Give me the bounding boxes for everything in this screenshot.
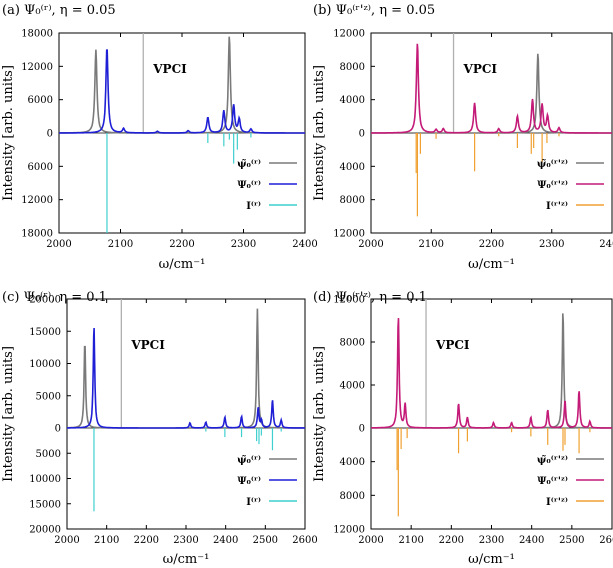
y-tick-label: 12000 [333, 229, 365, 240]
x-axis-label: ω/cm⁻¹ [159, 257, 206, 272]
y-tick-label: 4000 [340, 457, 365, 468]
x-tick-label: 2400 [213, 535, 238, 546]
panel-b: (b) Ψ₀⁽ʳ'ᶻ⁾, η = 0.05 VPCI 2000 2100 2200 230… [312, 3, 613, 272]
y-tick-label: 4000 [340, 162, 365, 173]
x-tick-label: 2400 [519, 535, 544, 546]
x-axis-label: ω/cm⁻¹ [468, 257, 515, 272]
y-tick-label: 0 [359, 129, 365, 140]
y-axis-label: Intensity [arb. units] [312, 65, 327, 201]
x-tick-label: 2100 [108, 239, 133, 250]
y-tick-label: 18000 [21, 229, 53, 240]
y-tick-label: 8000 [340, 491, 365, 502]
y-tick-label: 5000 [36, 449, 61, 460]
y-tick-label: 6000 [28, 162, 53, 173]
x-tick-label: 2000 [358, 535, 383, 546]
x-tick-label: 2000 [54, 535, 79, 546]
x-axis-label: ω/cm⁻¹ [163, 552, 210, 567]
legend-entry: Ψ₀⁽ʳ'ᶻ⁾ [537, 180, 568, 191]
y-tick-label: 10000 [29, 359, 61, 370]
y-tick-label: 5000 [36, 391, 61, 402]
panel-a: (a) Ψ₀⁽ʳ⁾, η = 0.05 VPCI 2000 2100 2200 2300 2… [1, 3, 318, 272]
series-line [371, 318, 612, 429]
x-tick-label: 2300 [231, 239, 256, 250]
series-line [67, 308, 305, 429]
y-axis-label: Intensity [arb. units] [1, 65, 16, 201]
panel-title: (d) Ψ₀⁽ʳ'ᶻ⁾, η = 0.1 [313, 290, 427, 305]
y-tick-label: 10000 [29, 474, 61, 485]
y-tick-label: 12000 [21, 62, 53, 73]
plot-frame [370, 298, 613, 530]
y-tick-label: 12000 [333, 525, 365, 536]
panel-title: (b) Ψ₀⁽ʳ'ᶻ⁾, η = 0.05 [313, 3, 435, 18]
x-tick-label: 2600 [292, 535, 317, 546]
vpci-annotation: VPCI [152, 62, 187, 76]
x-axis-label: ω/cm⁻¹ [468, 552, 515, 567]
legend-entry: ψ̃₀⁽ʳ'ᶻ⁾ [537, 455, 568, 466]
x-tick-label: 2100 [419, 239, 444, 250]
legend-entry: I⁽ʳ⁾ [246, 497, 261, 508]
x-tick-label: 2000 [358, 239, 383, 250]
x-tick-label: 2400 [599, 239, 613, 250]
y-tick-label: 20000 [29, 525, 61, 536]
y-tick-label: 0 [55, 424, 61, 435]
x-tick-label: 2500 [559, 535, 584, 546]
y-tick-label: 12000 [333, 295, 365, 306]
vpci-annotation: VPCI [463, 62, 498, 76]
legend-entry: Ψ₀⁽ʳ⁾ [237, 476, 261, 487]
x-tick-label: 2200 [169, 239, 194, 250]
panel-title: (a) Ψ₀⁽ʳ⁾, η = 0.05 [2, 3, 116, 18]
legend-entry: I⁽ʳ'ᶻ⁾ [546, 497, 568, 508]
y-tick-label: 15000 [29, 499, 61, 510]
series-line [371, 313, 612, 429]
x-tick-label: 2600 [599, 535, 613, 546]
legend-entry: ψ̃₀⁽ʳ⁾ [237, 159, 261, 170]
series-line [67, 327, 305, 429]
panel-title: (c) Ψ₀⁽ʳ⁾, η = 0.1 [2, 290, 107, 305]
vpci-annotation: VPCI [435, 338, 470, 352]
series-line [59, 36, 305, 134]
y-tick-label: 8000 [340, 195, 365, 206]
y-axis-label: Intensity [arb. units] [1, 346, 16, 482]
legend-entry: ψ̃₀⁽ʳ'ᶻ⁾ [537, 159, 568, 170]
y-tick-label: 0 [47, 129, 53, 140]
x-tick-label: 2300 [539, 239, 564, 250]
y-tick-label: 12000 [333, 29, 365, 40]
legend-entry: I⁽ʳ'ᶻ⁾ [546, 201, 568, 212]
y-axis-label: Intensity [arb. units] [312, 346, 327, 482]
legend-entry: Ψ₀⁽ʳ⁾ [237, 180, 261, 191]
vpci-annotation: VPCI [130, 338, 165, 352]
x-tick-label: 2100 [94, 535, 119, 546]
panel-c: (c) Ψ₀⁽ʳ⁾, η = 0.1 VPCI 2000 2100 2200 2300 24… [1, 290, 318, 567]
y-tick-label: 20000 [29, 295, 61, 306]
y-tick-label: 4000 [340, 381, 365, 392]
legend-entry: Ψ₀⁽ʳ'ᶻ⁾ [537, 476, 568, 487]
x-tick-label: 2300 [173, 535, 198, 546]
x-tick-label: 2400 [292, 239, 317, 250]
x-tick-label: 2500 [253, 535, 278, 546]
x-tick-label: 2200 [479, 239, 504, 250]
y-tick-label: 0 [359, 424, 365, 435]
y-tick-label: 12000 [21, 195, 53, 206]
plot-frame [66, 298, 306, 530]
x-tick-label: 2100 [398, 535, 423, 546]
y-tick-label: 8000 [340, 62, 365, 73]
x-tick-label: 2200 [134, 535, 159, 546]
x-tick-label: 2000 [46, 239, 71, 250]
y-tick-label: 6000 [28, 95, 53, 106]
y-tick-label: 4000 [340, 95, 365, 106]
legend-entry: I⁽ʳ⁾ [246, 201, 261, 212]
y-tick-label: 8000 [340, 338, 365, 349]
panel-d: (d) Ψ₀⁽ʳ'ᶻ⁾, η = 0.1 VPCI 2000 2100 2200 2300… [312, 290, 613, 567]
y-tick-label: 15000 [29, 327, 61, 338]
series-line [59, 49, 305, 134]
y-tick-label: 18000 [21, 29, 53, 40]
x-tick-label: 2200 [439, 535, 464, 546]
legend-entry: ψ̃₀⁽ʳ⁾ [237, 455, 261, 466]
series-line [371, 43, 612, 134]
x-tick-label: 2300 [479, 535, 504, 546]
